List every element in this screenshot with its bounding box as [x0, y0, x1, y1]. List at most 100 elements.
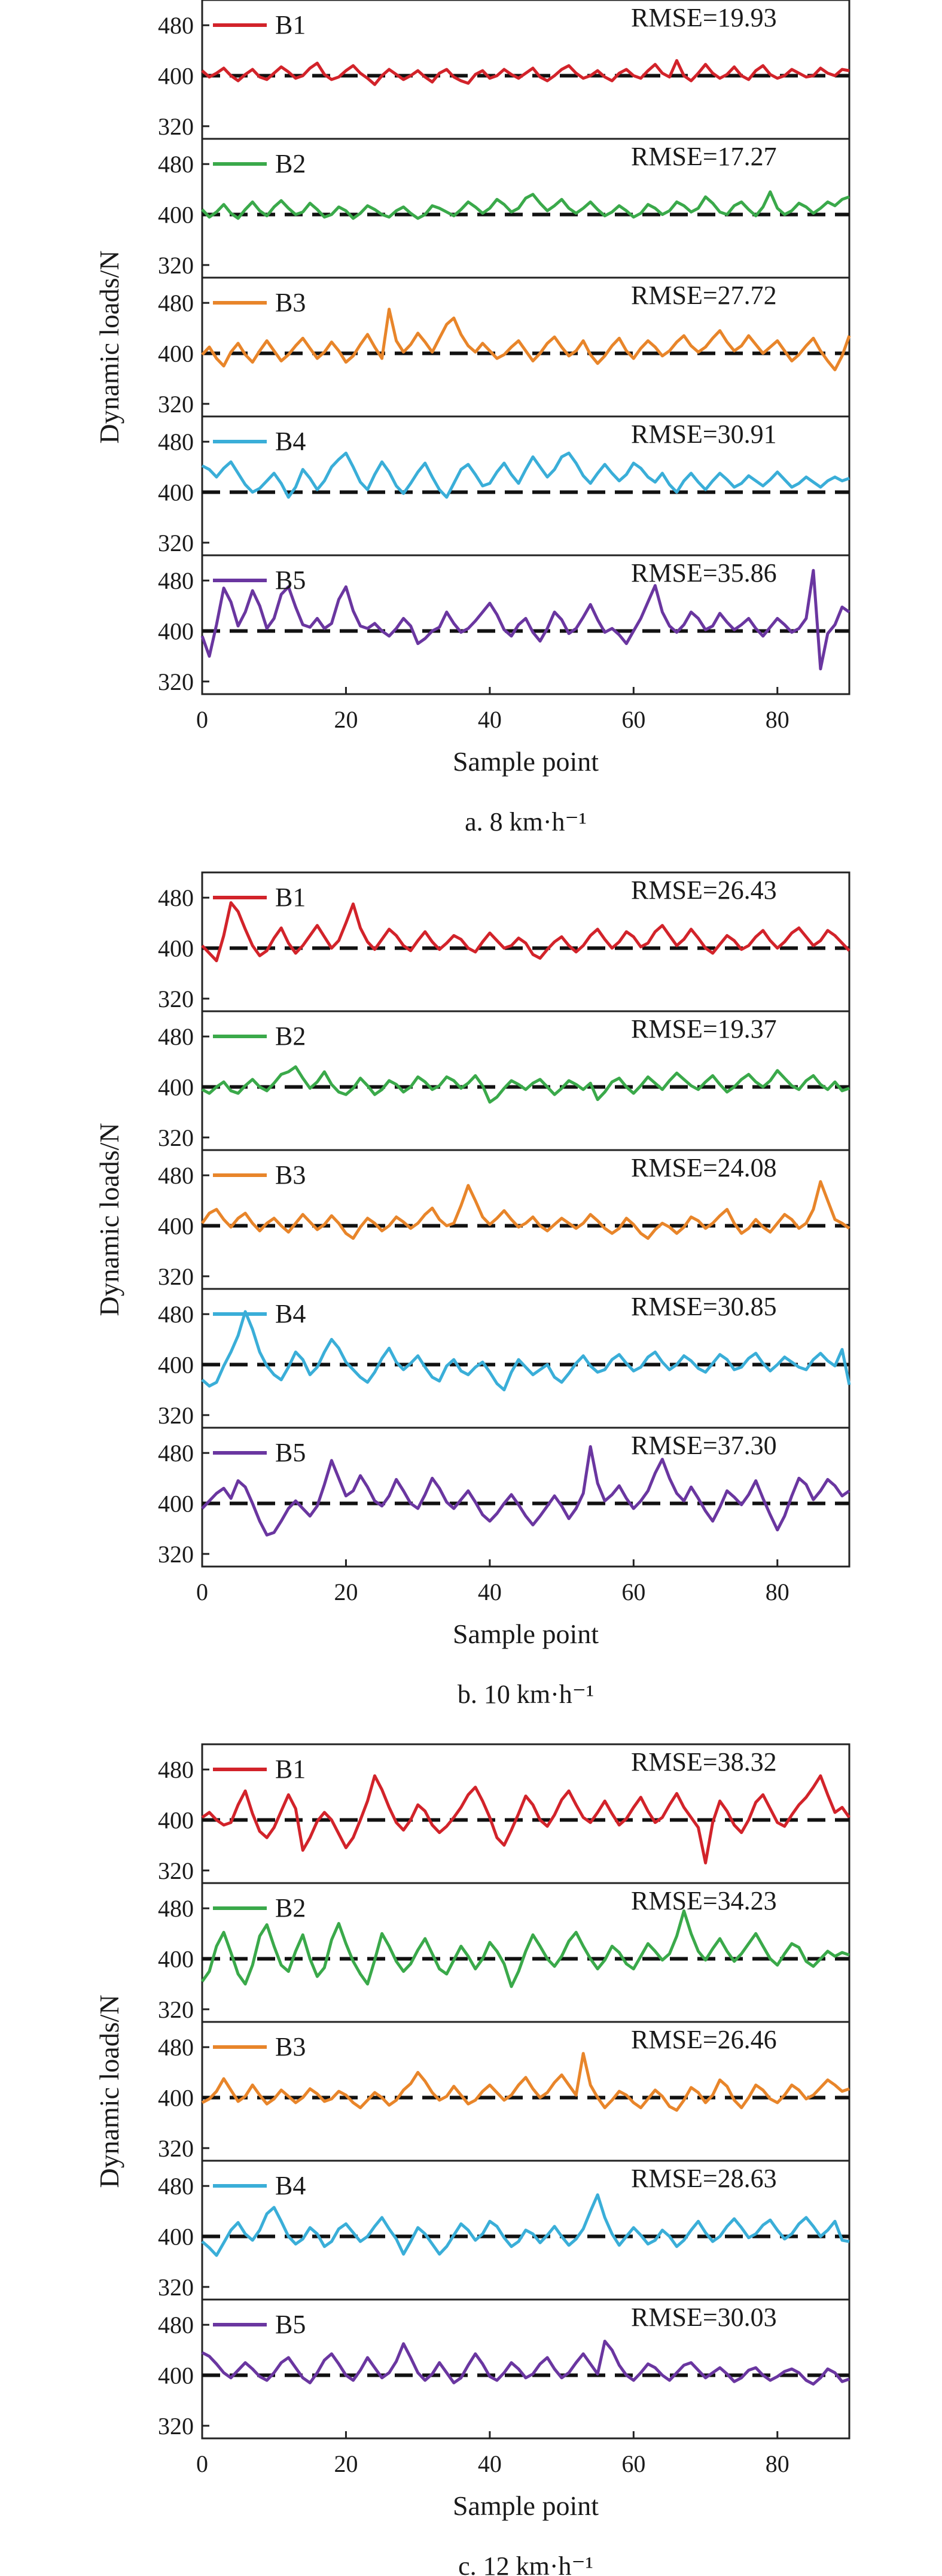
y-tick-label: 480 — [158, 1023, 194, 1050]
x-tick-label: 0 — [196, 2450, 208, 2477]
series-line-b3 — [201, 308, 851, 372]
legend-label-b4: B4 — [275, 427, 306, 456]
series-line-b3 — [200, 1180, 850, 1240]
y-tick-label: 400 — [158, 340, 194, 367]
rmse-label-b4: RMSE=30.85 — [631, 1292, 777, 1321]
y-tick-label: 400 — [158, 1074, 194, 1101]
x-tick-label: 40 — [478, 706, 502, 733]
y-tick-label: 480 — [158, 2312, 194, 2338]
y-tick-label: 400 — [158, 2362, 194, 2389]
rmse-label-b1: RMSE=19.93 — [631, 3, 777, 32]
x-tick-label: 0 — [196, 706, 208, 733]
y-tick-label: 320 — [158, 986, 194, 1012]
panel-b2: 320 400 480 B2 RMSE=17.27 — [158, 138, 850, 279]
legend-label-b3: B3 — [275, 288, 306, 317]
rmse-label-b1: RMSE=26.43 — [631, 875, 777, 905]
legend-label-b3: B3 — [275, 1160, 306, 1190]
y-tick-label: 320 — [158, 1402, 194, 1429]
series-line-b2 — [201, 190, 850, 220]
y-tick-label: 320 — [158, 668, 194, 695]
x-axis-label: Sample point — [453, 1619, 599, 1649]
series-line-b5 — [201, 1445, 850, 1537]
panel-b5: 320 400 480 B5 RMSE=37.30 — [158, 1427, 850, 1568]
panel-b4: 320 400 480 B4 RMSE=28.63 — [158, 2160, 850, 2301]
y-tick-label: 480 — [158, 151, 194, 178]
legend-label-b1: B1 — [275, 10, 306, 39]
legend-label-b1: B1 — [275, 1754, 306, 1784]
legend-label-b5: B5 — [275, 565, 306, 595]
panel-b1: 320 400 480 B1 RMSE=19.93 — [158, 0, 850, 140]
legend-label-b4: B4 — [275, 1299, 306, 1328]
x-tick-label: 20 — [334, 706, 358, 733]
y-tick-label: 480 — [158, 2173, 194, 2200]
figure-caption: b. 10 km·h⁻¹ — [458, 1680, 594, 1709]
x-axis-label: Sample point — [453, 746, 599, 777]
y-tick-label: 400 — [158, 202, 194, 229]
series-line-b2 — [200, 1909, 850, 1988]
y-tick-label: 480 — [158, 1895, 194, 1922]
panel-b2: 320 400 480 B2 RMSE=34.23 — [158, 1882, 850, 2023]
series-line-b1 — [201, 901, 850, 963]
legend-label-b2: B2 — [275, 1021, 306, 1051]
y-tick-label: 320 — [158, 1857, 194, 1884]
y-tick-label: 480 — [158, 884, 194, 911]
y-tick-label: 320 — [158, 391, 194, 418]
rmse-label-b2: RMSE=19.37 — [631, 1014, 777, 1044]
rmse-label-b2: RMSE=17.27 — [631, 142, 777, 171]
panel-b3: 320 400 480 B3 RMSE=24.08 — [158, 1149, 850, 1290]
y-tick-label: 480 — [158, 12, 194, 39]
y-tick-label: 320 — [158, 113, 194, 140]
x-tick-label: 80 — [766, 706, 789, 733]
legend-label-b5: B5 — [275, 2310, 306, 2339]
legend-label-b1: B1 — [275, 883, 306, 912]
rmse-label-b2: RMSE=34.23 — [631, 1886, 777, 1915]
y-tick-label: 400 — [158, 2224, 194, 2250]
y-tick-label: 480 — [158, 2034, 194, 2061]
y-tick-label: 480 — [158, 428, 194, 455]
panel-b2: 320 400 480 B2 RMSE=19.37 — [158, 1010, 850, 1151]
legend-label-b2: B2 — [275, 149, 306, 178]
series-line-b4 — [201, 2193, 850, 2257]
y-tick-label: 400 — [158, 1807, 194, 1834]
panel-b1: 320 400 480 B1 RMSE=38.32 — [158, 1743, 851, 1884]
x-tick-label: 80 — [766, 1579, 789, 1605]
series-line-b1 — [201, 59, 850, 86]
y-tick-label: 480 — [158, 1301, 194, 1328]
x-tick-label: 0 — [196, 1579, 208, 1605]
series-line-b1 — [201, 1774, 851, 1865]
x-tick-label: 80 — [766, 2450, 789, 2477]
legend-label-b3: B3 — [275, 2032, 306, 2061]
y-tick-label: 320 — [158, 530, 194, 556]
x-tick-label: 60 — [621, 706, 645, 733]
y-tick-label: 320 — [158, 2135, 194, 2162]
figure-caption: a. 8 km·h⁻¹ — [465, 807, 587, 837]
y-tick-label: 320 — [158, 252, 194, 279]
y-tick-label: 400 — [158, 1352, 194, 1379]
rmse-label-b5: RMSE=35.86 — [631, 558, 777, 588]
y-tick-label: 400 — [158, 479, 194, 506]
y-tick-label: 480 — [158, 1756, 194, 1783]
y-axis-label: Dynamic loads/N — [94, 250, 124, 443]
y-tick-label: 400 — [158, 1213, 194, 1240]
x-tick-label: 20 — [334, 1579, 358, 1605]
rmse-label-b3: RMSE=27.72 — [631, 281, 777, 310]
y-tick-label: 320 — [158, 1996, 194, 2023]
panel-b4: 320 400 480 B4 RMSE=30.85 — [158, 1288, 851, 1429]
rmse-label-b1: RMSE=38.32 — [631, 1747, 777, 1777]
y-tick-label: 400 — [158, 2085, 194, 2112]
panel-frame — [201, 1427, 850, 1568]
x-tick-label: 40 — [478, 1579, 502, 1605]
figure-caption: c. 12 km·h⁻¹ — [458, 2551, 593, 2576]
panel-frame — [201, 2298, 850, 2440]
rmse-label-b3: RMSE=24.08 — [631, 1153, 777, 1182]
y-tick-label: 480 — [158, 290, 194, 317]
y-tick-label: 480 — [158, 1440, 194, 1467]
x-tick-label: 20 — [334, 2450, 358, 2477]
y-tick-label: 400 — [158, 618, 194, 645]
x-tick-label: 60 — [621, 2450, 645, 2477]
y-tick-label: 320 — [158, 2413, 194, 2440]
y-tick-label: 400 — [158, 1946, 194, 1973]
x-tick-label: 40 — [478, 2450, 502, 2477]
